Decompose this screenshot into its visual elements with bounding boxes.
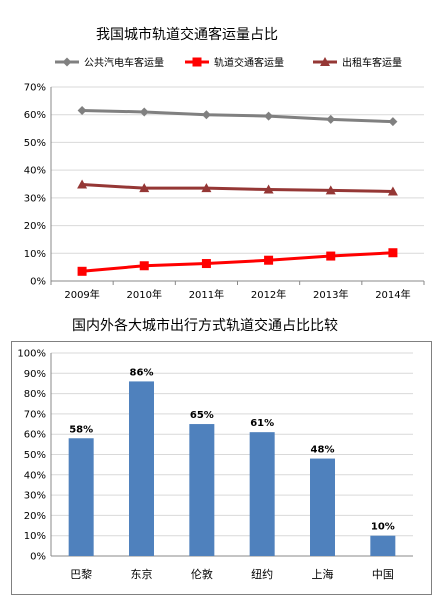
bar-chart-y-tick: 40% <box>24 470 46 481</box>
line-series-1-point <box>326 114 336 124</box>
bar-x-tick: 东京 <box>131 567 153 581</box>
line-series-1-point <box>201 110 211 120</box>
bar-data-label: 10% <box>371 522 395 533</box>
line-chart-y-tick: 0% <box>30 277 46 288</box>
bar-x-tick: 纽约 <box>251 567 273 581</box>
bar-chart-y-tick: 100% <box>17 349 46 360</box>
line-series-3-point <box>201 183 212 193</box>
line-series-2-point <box>139 261 149 271</box>
line-chart-y-tick: 50% <box>24 138 46 149</box>
legend-label-1: 公共汽电车客运量 <box>84 56 164 69</box>
bar-x-tick: 巴黎 <box>70 567 92 581</box>
line-series-3 <box>81 183 393 193</box>
line-series-3-point <box>325 185 336 195</box>
bar-chart-y-tick: 10% <box>24 531 46 542</box>
legend-label-2: 轨道交通客运量 <box>214 56 284 69</box>
bar-data-label: 61% <box>250 418 274 429</box>
bar <box>370 535 396 556</box>
legend-marker-1 <box>62 57 72 67</box>
line-chart-y-tick: 40% <box>24 166 46 177</box>
legend-label-3: 出租车客运量 <box>342 56 402 69</box>
legend-marker-2 <box>192 57 202 67</box>
bar-x-tick: 伦敦 <box>191 567 213 581</box>
bar-chart-y-tick: 90% <box>24 369 46 380</box>
bar-chart-y-tick: 80% <box>24 389 46 400</box>
line-chart-x-tick: 2010年 <box>127 288 162 301</box>
line-series-1 <box>82 109 393 124</box>
line-series-1-point <box>264 111 274 121</box>
bar-data-label: 58% <box>69 424 93 435</box>
bar-x-tick: 中国 <box>372 568 394 581</box>
line-series-1-point <box>388 117 398 127</box>
bar-chart-frame <box>11 341 432 595</box>
bar-chart-y-tick: 30% <box>24 491 46 502</box>
line-series-3-point <box>387 186 398 196</box>
line-series-1-point <box>77 106 87 116</box>
line-series-1-point <box>139 107 149 117</box>
bar <box>129 381 154 556</box>
line-chart-y-tick: 10% <box>24 249 46 260</box>
bar-x-tick: 上海 <box>312 567 334 581</box>
bar-data-label: 65% <box>190 410 214 421</box>
line-chart-y-tick: 70% <box>24 83 46 94</box>
line-series-2 <box>81 251 393 273</box>
bar-chart-y-tick: 60% <box>24 430 46 441</box>
line-series-2-point <box>388 248 398 258</box>
bar-chart-y-tick: 50% <box>24 450 46 461</box>
bar <box>249 432 275 556</box>
bar <box>310 458 335 556</box>
line-series-2-point <box>264 255 274 265</box>
bar-chart-y-tick: 70% <box>24 409 46 420</box>
line-series-3-point <box>139 183 150 193</box>
line-chart-x-tick: 2014年 <box>375 288 410 301</box>
bar <box>68 438 94 556</box>
line-chart-y-tick: 60% <box>24 110 46 121</box>
bar-chart-y-tick: 20% <box>24 511 46 522</box>
line-series-3-point <box>263 184 274 194</box>
line-chart-title: 我国城市轨道交通客运量占比 <box>96 27 278 43</box>
line-chart-x-tick: 2013年 <box>313 288 348 301</box>
line-chart-x-tick: 2011年 <box>189 288 224 301</box>
line-chart-y-tick: 30% <box>24 193 46 204</box>
line-series-2-point <box>326 251 336 261</box>
bar-chart-title: 国内外各大城市出行方式轨道交通占比比较 <box>72 318 338 334</box>
bar-data-label: 48% <box>311 445 335 456</box>
line-series-2-point <box>201 259 211 269</box>
line-series-3-point <box>77 179 88 189</box>
bar-chart-y-tick: 0% <box>30 552 46 563</box>
legend-marker-3 <box>320 57 330 66</box>
bar-data-label: 86% <box>130 367 154 378</box>
bar <box>189 424 215 556</box>
line-chart-y-tick: 20% <box>24 221 46 232</box>
line-chart-x-tick: 2012年 <box>251 288 286 301</box>
line-series-2-point <box>77 266 87 276</box>
line-chart-x-tick: 2009年 <box>64 288 99 301</box>
